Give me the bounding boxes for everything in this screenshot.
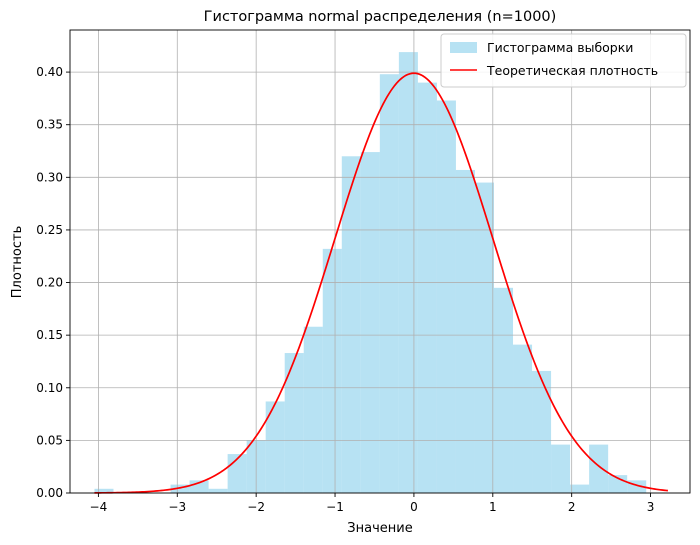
legend-frame (440, 33, 687, 88)
legend-swatch-histogram (450, 42, 477, 53)
x-tick-label: 1 (489, 500, 497, 514)
legend-label-histogram: Гистограмма выборки (487, 40, 633, 55)
y-tick-label: 0.05 (36, 433, 63, 447)
legend-label-density: Теоретическая плотность (486, 63, 658, 78)
histogram-bar (455, 169, 475, 493)
histogram-bar (303, 326, 323, 493)
histogram-bar (94, 488, 114, 493)
y-tick-label: 0.30 (36, 170, 63, 184)
y-tick-label: 0.35 (36, 118, 63, 132)
histogram-bar (532, 370, 552, 493)
x-tick-label: −2 (247, 500, 265, 514)
histogram-bar (493, 287, 514, 493)
y-tick-label: 0.25 (36, 223, 63, 237)
histogram-bar (341, 156, 361, 494)
histogram-bar (570, 484, 590, 493)
histogram-bar (398, 52, 418, 494)
histogram-bar (360, 152, 380, 493)
y-axis-label: Плотность (10, 226, 25, 298)
chart-title: Гистограмма normal распределения (n=1000… (204, 9, 557, 25)
histogram-bar (170, 484, 190, 493)
histogram-bar (284, 353, 304, 493)
x-axis-label: Значение (347, 521, 412, 536)
histogram-bar (379, 74, 399, 493)
density-curve (94, 72, 668, 494)
plot-area: −4 −3 −2 −1 0 1 2 3 0.00 0.05 0.10 0.15 0.20 0.25 0.30… (36, 29, 691, 514)
histogram-bar (417, 82, 437, 493)
y-tick-label: 0.40 (36, 65, 63, 79)
x-tick-label: 3 (647, 500, 655, 514)
x-tick-label: −1 (326, 500, 344, 514)
x-tick-label: 0 (410, 500, 418, 514)
y-tick-label: 0.00 (36, 486, 63, 500)
x-tick-label: 2 (568, 500, 576, 514)
histogram-bar (208, 488, 228, 493)
x-tick-label: −4 (90, 500, 108, 514)
histogram-bar (474, 182, 494, 494)
axes-frame (69, 29, 691, 494)
histogram-bar (551, 444, 571, 493)
histogram-bar (322, 248, 342, 493)
histogram-bar (513, 344, 533, 493)
x-tick-label: −3 (168, 500, 186, 514)
y-tick-label: 0.20 (36, 276, 63, 290)
y-tick-label: 0.15 (36, 328, 63, 342)
y-tick-label: 0.10 (36, 381, 63, 395)
histogram-bar (589, 444, 609, 493)
histogram-bar (436, 100, 456, 494)
legend: Гистограмма выборки Теоретическая плотно… (440, 33, 687, 88)
histogram-bar (265, 401, 285, 493)
